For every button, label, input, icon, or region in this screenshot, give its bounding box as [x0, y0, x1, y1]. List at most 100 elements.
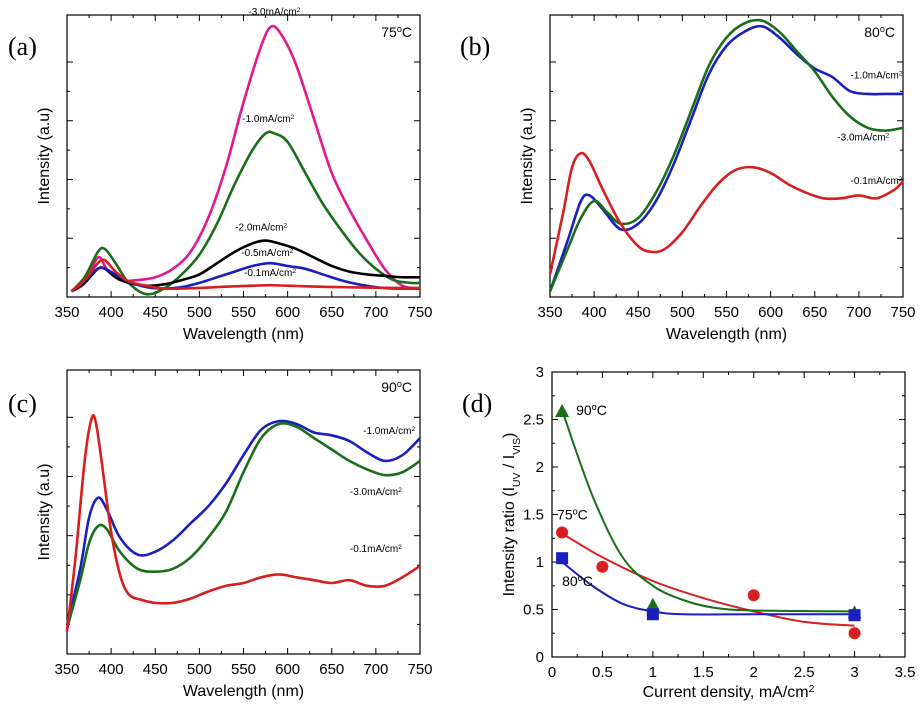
x-tick-label: 750: [407, 661, 432, 678]
text-part: 2: [291, 114, 295, 121]
x-tick-label: 2: [750, 664, 758, 681]
text-part: -0.1mA/cm: [350, 544, 398, 555]
text-part: -3.0mA/cm: [350, 487, 398, 498]
x-tick-label: 0: [548, 664, 556, 681]
text-part: 2: [398, 486, 402, 493]
panel-a: 350 400 450 500 550 600 650 700 750-3.0mA/cm2-1.…: [8, 7, 433, 344]
x-axis-label: Wavelength (nm): [183, 326, 304, 343]
panel-c: 350 400 450 500 550 600 650 700 750-1.0mA/cm2-3.…: [8, 369, 433, 700]
text-part: Intensity (a.u): [519, 108, 536, 205]
x-axis-label: Wavelength (nm): [183, 683, 304, 700]
panel-b: 350 400 450 500 550 600 650 700 750-1.0mA/cm2-3.…: [460, 14, 916, 343]
text-part: -0.1mA/cm: [244, 268, 292, 279]
x-tick-label: 600: [275, 304, 300, 321]
x-tick-label: 700: [363, 661, 388, 678]
series-label: -0.1mA/cm2: [244, 267, 296, 279]
data-point: [747, 589, 760, 602]
x-tick-label: 1: [649, 664, 657, 681]
text-part: 2: [809, 684, 815, 695]
text-part: o: [397, 24, 402, 34]
text-part: C: [583, 573, 593, 589]
data-point: [556, 526, 569, 539]
text-part: C: [597, 402, 607, 418]
x-tick-label: 450: [143, 661, 168, 678]
series-label: -0.5mA/cm2: [241, 248, 293, 260]
x-tick-label: 500: [187, 304, 212, 321]
text-part: -1.0mA/cm: [363, 426, 411, 437]
data-point: [555, 403, 570, 417]
data-point: [848, 609, 861, 622]
x-tick-label: 350: [54, 661, 79, 678]
data-point: [646, 608, 659, 621]
x-axis-label: Wavelength (nm): [666, 326, 787, 343]
x-tick-label: 600: [758, 304, 783, 321]
text-part: o: [578, 573, 583, 583]
text-part: C: [885, 24, 895, 40]
x-tick-label: 400: [99, 661, 124, 678]
text-part: o: [880, 24, 885, 34]
series-label: 90oC: [576, 402, 607, 418]
x-tick-label: 700: [846, 304, 871, 321]
panel-d: 0 0.5 1 1.5 2 2.5 3 3.500.511.522.5375oC90oC80o…: [462, 364, 915, 701]
x-tick-label: 550: [231, 304, 256, 321]
series-label: -3.0mA/cm2: [837, 132, 889, 144]
text-part: 2: [292, 267, 296, 274]
x-tick-label: 0.5: [592, 664, 613, 681]
series-line: [65, 419, 421, 626]
text-part: 2: [411, 425, 415, 432]
text-part: 80: [864, 24, 880, 40]
text-part: Intensity (a.u): [36, 108, 53, 205]
x-tick-label: 700: [363, 304, 388, 321]
x-tick-label: 550: [231, 661, 256, 678]
text-part: / I: [501, 455, 518, 473]
text-part: 2: [284, 222, 288, 229]
x-tick-label: 750: [890, 304, 915, 321]
y-tick-label: 3: [536, 364, 544, 381]
text-part: 2: [290, 248, 294, 255]
x-tick-label: 550: [714, 304, 739, 321]
temperature-label: 80oC: [864, 24, 895, 40]
x-tick-label: 400: [99, 304, 124, 321]
y-tick-label: 0.5: [523, 602, 544, 619]
text-part: 90: [381, 379, 397, 395]
text-part: 80: [562, 573, 578, 589]
x-tick-label: 750: [407, 304, 432, 321]
x-tick-label: 650: [319, 661, 344, 678]
data-point: [645, 597, 660, 611]
text-part: 90: [576, 402, 592, 418]
text-part: -2.0mA/cm: [235, 223, 283, 234]
series-label: -3.0mA/cm2: [248, 7, 300, 19]
series-label: -1.0mA/cm2: [363, 425, 415, 437]
x-tick-label: 3: [850, 664, 858, 681]
series-line: [70, 130, 421, 296]
text-part: 2: [899, 176, 903, 183]
text-part: -3.0mA/cm: [248, 7, 296, 18]
panel-label: (c): [8, 389, 37, 418]
series-line: [548, 18, 904, 292]
text-part: o: [592, 402, 597, 412]
text-part: -0.5mA/cm: [241, 248, 289, 259]
series-line: [70, 261, 420, 293]
series-line: [548, 151, 904, 275]
y-tick-label: 0: [536, 649, 544, 666]
plot-frame: [66, 369, 421, 655]
y-axis-label: Intensity (a.u): [519, 108, 536, 205]
series-line: [70, 239, 421, 293]
text-part: ): [501, 433, 518, 438]
x-tick-label: 3.5: [895, 664, 916, 681]
fit-curve: [561, 409, 855, 613]
x-tick-label: 650: [319, 304, 344, 321]
series-line: [65, 413, 421, 632]
text-part: C: [402, 379, 412, 395]
text-part: Intensity (a.u): [36, 464, 53, 561]
y-axis-label: Intensity ratio (IUV / IVIS): [501, 433, 523, 597]
data-point: [848, 627, 861, 640]
series-label: -2.0mA/cm2: [235, 222, 287, 234]
series-line: [70, 258, 420, 293]
x-tick-label: 450: [626, 304, 651, 321]
series-line: [65, 421, 421, 629]
y-tick-label: 1.5: [523, 507, 544, 524]
panel-label: (a): [8, 32, 37, 61]
x-tick-label: 450: [143, 304, 168, 321]
x-tick-label: 1.5: [693, 664, 714, 681]
